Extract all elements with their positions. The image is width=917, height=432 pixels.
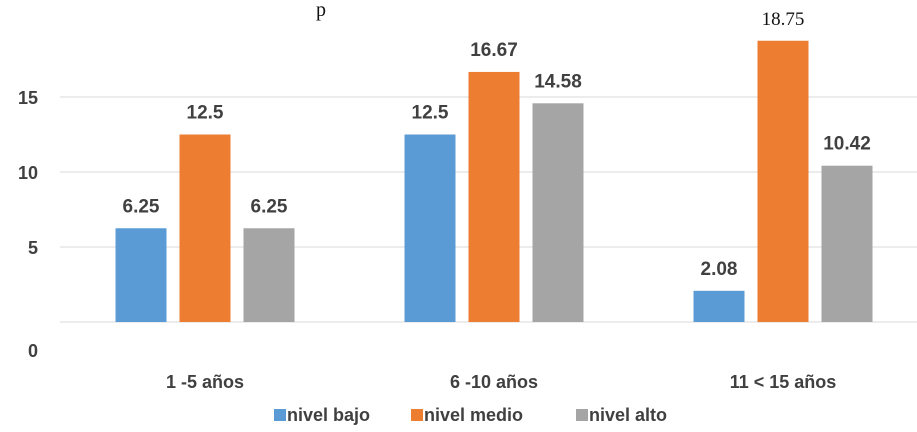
- bar-nivel-bajo: [404, 134, 456, 322]
- legend-swatch: [576, 409, 588, 421]
- bar-nivel-medio: [468, 71, 520, 322]
- bar-nivel-medio: [757, 40, 809, 322]
- category-label: 1 -5 años: [166, 372, 244, 392]
- bar-nivel-bajo: [115, 228, 167, 322]
- data-label: 12.5: [187, 103, 224, 124]
- data-label: 18.75: [762, 9, 805, 30]
- data-label: 6.25: [251, 196, 288, 217]
- legend: nivel bajo nivel medio nivel alto: [274, 405, 667, 425]
- legend-swatch: [411, 409, 423, 421]
- data-label: 14.58: [534, 71, 582, 92]
- data-label: 2.08: [701, 259, 738, 280]
- y-axis-ticks: 0 5 10 15: [18, 88, 38, 361]
- y-tick-label: 0: [28, 341, 38, 361]
- data-label: 10.42: [823, 134, 871, 155]
- data-labels: 6.25 12.5 6.25 12.5 16.67 14.58 2.08 18.75 10.42: [123, 9, 871, 280]
- data-label: 12.5: [412, 103, 449, 124]
- y-tick-label: 15: [18, 88, 38, 108]
- bar-nivel-alto: [821, 165, 873, 322]
- bar-nivel-alto: [243, 228, 295, 322]
- bar-nivel-alto: [532, 103, 584, 322]
- x-axis-categories: 1 -5 años 6 -10 años 11 < 15 años: [166, 372, 836, 392]
- data-label: 16.67: [470, 40, 518, 61]
- category-label: 11 < 15 años: [730, 372, 837, 392]
- y-tick-label: 10: [18, 163, 38, 183]
- data-label: 6.25: [123, 196, 160, 217]
- category-label: 6 -10 años: [450, 372, 538, 392]
- bar-nivel-medio: [179, 134, 231, 322]
- bars: [115, 40, 873, 322]
- legend-label: nivel bajo: [287, 405, 370, 425]
- chart-title-fragment: p: [316, 0, 326, 21]
- bar-nivel-bajo: [693, 290, 745, 322]
- y-tick-label: 5: [28, 238, 38, 258]
- legend-label: nivel medio: [424, 405, 523, 425]
- legend-swatch: [274, 409, 286, 421]
- legend-label: nivel alto: [589, 405, 667, 425]
